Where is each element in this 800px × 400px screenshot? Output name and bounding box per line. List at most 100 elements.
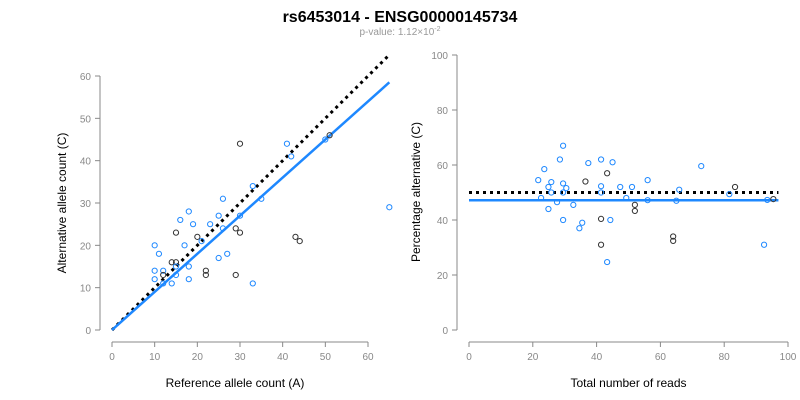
data-point [249, 182, 256, 190]
x-tick-label: 50 [320, 352, 332, 363]
data-point [628, 183, 636, 191]
y-tick-label: 20 [437, 271, 449, 282]
data-point [151, 242, 158, 249]
data-point [172, 259, 180, 266]
y-tick-label: 0 [85, 326, 91, 337]
chart-title: rs6453014 - ENSG00000145734 [283, 9, 518, 26]
data-point [219, 195, 227, 202]
x-tick-label: 10 [149, 352, 161, 363]
data-point [623, 194, 630, 202]
x-tick-label: 0 [466, 352, 472, 363]
x-tick-label: 0 [109, 352, 115, 363]
data-point [545, 205, 552, 213]
y-tick-label: 20 [80, 241, 92, 252]
data-point [597, 156, 605, 163]
data-point [172, 229, 180, 236]
data-point [545, 183, 552, 191]
data-point [537, 194, 545, 202]
y-tick-label: 40 [437, 216, 449, 227]
right-scatter-panel: 0 20 40 60 80 100 0 20 40 60 80 100 Total number of … [409, 51, 797, 390]
data-point [236, 140, 244, 147]
data-point [288, 153, 295, 160]
data-point [570, 201, 577, 208]
data-point [177, 216, 184, 224]
data-point [160, 280, 167, 287]
data-point [215, 212, 222, 219]
data-point [283, 140, 291, 147]
data-point [202, 271, 209, 279]
data-point [386, 204, 393, 211]
x-tick-label: 80 [719, 352, 731, 363]
data-point [185, 208, 192, 215]
data-point [160, 271, 167, 279]
data-point [189, 221, 197, 228]
data-point [296, 238, 303, 245]
y-tick-label: 80 [437, 106, 449, 117]
data-point [617, 183, 624, 191]
data-point [597, 183, 605, 190]
y-tick-label: 60 [80, 72, 92, 83]
data-point [576, 225, 583, 232]
y-axis-label: Percentage alternative (C) [409, 122, 423, 262]
data-point [673, 197, 680, 204]
y-tick-label: 0 [442, 326, 448, 337]
y-tick-label: 30 [80, 199, 92, 210]
data-point [760, 241, 768, 248]
data-point [585, 159, 592, 167]
data-point [676, 186, 683, 193]
data-point [770, 196, 777, 203]
reference-line [110, 53, 391, 332]
x-tick-label: 60 [362, 352, 374, 363]
subtitle-exponent: -2 [434, 26, 440, 33]
data-point [731, 183, 739, 191]
data-point [215, 254, 222, 262]
left-scatter-panel: 0 10 20 30 40 50 60 0 10 20 30 40 50 60 Reference alle… [55, 53, 393, 390]
y-axis-label: Alternative allele count (C) [55, 133, 69, 274]
data-point [556, 156, 564, 163]
data-point [553, 199, 561, 206]
data-point [582, 178, 589, 185]
x-tick-label: 100 [780, 352, 797, 363]
data-point [597, 189, 605, 196]
x-tick-label: 40 [591, 352, 603, 363]
x-tick-label: 20 [527, 352, 539, 363]
data-point [604, 170, 611, 177]
data-point [258, 195, 265, 202]
data-point [224, 250, 231, 257]
data-point [560, 142, 567, 149]
data-point [607, 216, 614, 224]
data-point [670, 237, 677, 244]
y-tick-label: 40 [80, 157, 92, 168]
data-point [168, 259, 175, 266]
x-tick-label: 40 [277, 352, 289, 363]
data-point [698, 163, 705, 170]
data-point [560, 216, 567, 224]
data-point [764, 196, 771, 204]
x-axis-label: Reference allele count (A) [166, 376, 305, 390]
data-point [198, 238, 205, 245]
data-point [151, 276, 158, 283]
data-point [236, 212, 244, 219]
y-tick-label: 60 [437, 161, 449, 172]
data-point [326, 132, 333, 139]
data-point [597, 215, 605, 222]
data-point [548, 189, 555, 196]
data-point [172, 263, 180, 270]
data-point [207, 221, 214, 228]
data-point [249, 280, 256, 287]
data-point [160, 267, 167, 274]
data-point [168, 280, 175, 287]
data-point [644, 177, 651, 184]
data-point [232, 225, 239, 232]
x-tick-label: 60 [655, 352, 667, 363]
data-point [535, 177, 542, 184]
data-point [155, 250, 163, 257]
data-point [181, 242, 188, 249]
x-tick-label: 20 [192, 352, 204, 363]
data-point [202, 267, 209, 274]
data-point [726, 191, 733, 198]
y-tick-label: 10 [80, 284, 92, 295]
data-point [604, 258, 611, 266]
subtitle-pvalue: p-value: 1.12×10 [359, 27, 434, 38]
